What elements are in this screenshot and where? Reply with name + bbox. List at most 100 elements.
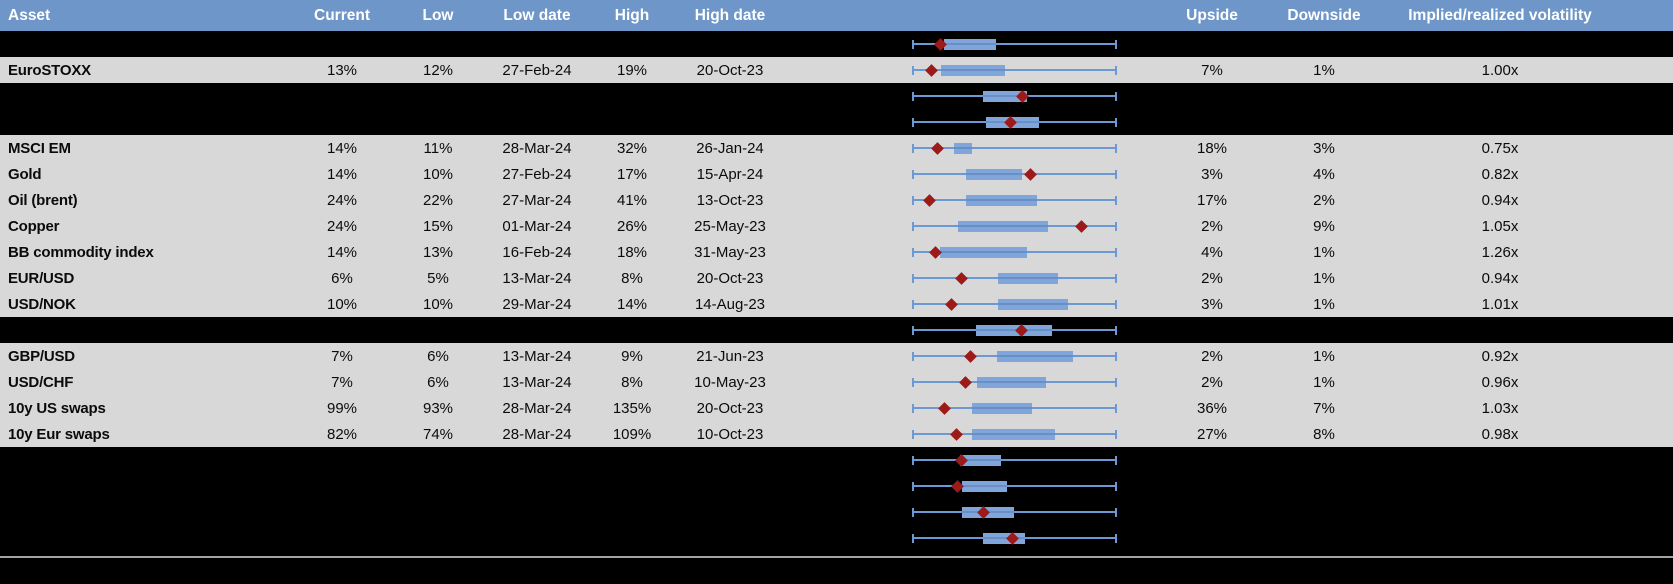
asset-cell[interactable]: GBP/USD <box>8 347 75 365</box>
downside-cell[interactable]: 1% <box>1313 373 1335 391</box>
table-row[interactable]: EuroSTOXX 13% 12% 27-Feb-24 19% 20-Oct-23 7% 1%… <box>0 57 1673 83</box>
current-cell[interactable]: 82% <box>326 425 358 443</box>
upside-cell[interactable]: 27% <box>1196 425 1228 443</box>
asset-cell[interactable]: BB commodity index <box>8 243 154 261</box>
current-cell[interactable]: 7% <box>331 347 353 365</box>
upside-cell[interactable]: 36% <box>1196 399 1228 417</box>
upside-cell[interactable]: 7% <box>1201 61 1223 79</box>
hidden-row[interactable] <box>0 447 1673 473</box>
high-date-cell[interactable]: 31-May-23 <box>694 243 766 261</box>
table-row[interactable]: Oil (brent) 24% 22% 27-Mar-24 41% 13-Oct-23 17… <box>0 187 1673 213</box>
header-current[interactable]: Current <box>314 6 370 24</box>
hidden-row[interactable] <box>0 473 1673 499</box>
high-cell[interactable]: 109% <box>612 425 652 443</box>
current-cell[interactable]: 6% <box>331 269 353 287</box>
low-cell[interactable]: 93% <box>422 399 454 417</box>
upside-cell[interactable]: 2% <box>1201 347 1223 365</box>
high-date-cell[interactable]: 20-Oct-23 <box>696 61 764 79</box>
header-low-date[interactable]: Low date <box>503 6 571 24</box>
asset-cell[interactable]: MSCI EM <box>8 139 71 157</box>
downside-cell[interactable]: 1% <box>1313 61 1335 79</box>
table-row[interactable]: 10y Eur swaps 82% 74% 28-Mar-24 109% 10-Oct-2… <box>0 421 1673 447</box>
low-date-cell[interactable]: 13-Mar-24 <box>502 269 572 287</box>
high-cell[interactable]: 14% <box>616 295 648 313</box>
high-cell[interactable]: 26% <box>616 217 648 235</box>
high-date-cell[interactable]: 21-Jun-23 <box>696 347 764 365</box>
low-date-cell[interactable]: 28-Mar-24 <box>502 139 572 157</box>
high-date-cell[interactable]: 26-Jan-24 <box>696 139 764 157</box>
table-row[interactable]: GBP/USD 7% 6% 13-Mar-24 9% 21-Jun-23 2% 1% 0.92x <box>0 343 1673 369</box>
low-date-cell[interactable]: 28-Mar-24 <box>502 399 572 417</box>
table-row[interactable]: USD/CHF 7% 6% 13-Mar-24 8% 10-May-23 2% 1% 0.96x <box>0 369 1673 395</box>
header-high[interactable]: High <box>614 6 650 24</box>
current-cell[interactable]: 24% <box>326 191 358 209</box>
implied-realized-vol-cell[interactable]: 0.94x <box>1481 269 1519 287</box>
high-date-cell[interactable]: 13-Oct-23 <box>696 191 764 209</box>
high-date-cell[interactable]: 15-Apr-24 <box>696 165 764 183</box>
high-cell[interactable]: 41% <box>616 191 648 209</box>
current-cell[interactable]: 99% <box>326 399 358 417</box>
high-date-cell[interactable]: 20-Oct-23 <box>696 269 764 287</box>
table-row[interactable]: Gold 14% 10% 27-Feb-24 17% 15-Apr-24 3% 4% 0.82x <box>0 161 1673 187</box>
low-cell[interactable]: 22% <box>422 191 454 209</box>
header-upside[interactable]: Upside <box>1186 6 1238 24</box>
table-row[interactable]: Copper 24% 15% 01-Mar-24 26% 25-May-23 2% 9% 1.0… <box>0 213 1673 239</box>
current-cell[interactable]: 14% <box>326 165 358 183</box>
current-cell[interactable]: 14% <box>326 139 358 157</box>
low-date-cell[interactable]: 29-Mar-24 <box>502 295 572 313</box>
high-cell[interactable]: 17% <box>616 165 648 183</box>
upside-cell[interactable]: 17% <box>1196 191 1228 209</box>
implied-realized-vol-cell[interactable]: 1.03x <box>1481 399 1519 417</box>
asset-cell[interactable]: 10y US swaps <box>8 399 106 417</box>
hidden-row[interactable] <box>0 83 1673 109</box>
upside-cell[interactable]: 2% <box>1201 373 1223 391</box>
downside-cell[interactable]: 2% <box>1313 191 1335 209</box>
table-row[interactable]: MSCI EM 14% 11% 28-Mar-24 32% 26-Jan-24 18% 3% 0… <box>0 135 1673 161</box>
downside-cell[interactable]: 1% <box>1313 295 1335 313</box>
current-cell[interactable]: 13% <box>326 61 358 79</box>
implied-realized-vol-cell[interactable]: 0.82x <box>1481 165 1519 183</box>
current-cell[interactable]: 10% <box>326 295 358 313</box>
high-cell[interactable]: 8% <box>621 373 643 391</box>
low-date-cell[interactable]: 13-Mar-24 <box>502 347 572 365</box>
low-cell[interactable]: 6% <box>427 347 449 365</box>
hidden-row[interactable] <box>0 317 1673 343</box>
upside-cell[interactable]: 18% <box>1196 139 1228 157</box>
implied-realized-vol-cell[interactable]: 1.26x <box>1481 243 1519 261</box>
implied-realized-vol-cell[interactable]: 0.96x <box>1481 373 1519 391</box>
hidden-row[interactable] <box>0 525 1673 551</box>
downside-cell[interactable]: 9% <box>1313 217 1335 235</box>
high-date-cell[interactable]: 10-Oct-23 <box>696 425 764 443</box>
header-high-date[interactable]: High date <box>694 6 766 24</box>
table-row[interactable]: EUR/USD 6% 5% 13-Mar-24 8% 20-Oct-23 2% 1% 0.94x <box>0 265 1673 291</box>
low-cell[interactable]: 74% <box>422 425 454 443</box>
hidden-row[interactable] <box>0 31 1673 57</box>
downside-cell[interactable]: 1% <box>1313 347 1335 365</box>
table-row[interactable]: USD/NOK 10% 10% 29-Mar-24 14% 14-Aug-23 3% 1% 1.… <box>0 291 1673 317</box>
implied-realized-vol-cell[interactable]: 0.94x <box>1481 191 1519 209</box>
table-row[interactable]: 10y US swaps 99% 93% 28-Mar-24 135% 20-Oct-23… <box>0 395 1673 421</box>
downside-cell[interactable]: 4% <box>1313 165 1335 183</box>
implied-realized-vol-cell[interactable]: 1.05x <box>1481 217 1519 235</box>
downside-cell[interactable]: 1% <box>1313 243 1335 261</box>
low-cell[interactable]: 12% <box>422 61 454 79</box>
asset-cell[interactable]: Oil (brent) <box>8 191 78 209</box>
high-cell[interactable]: 9% <box>621 347 643 365</box>
upside-cell[interactable]: 3% <box>1201 165 1223 183</box>
header-implied-realized-volatility[interactable]: Implied/realized volatility <box>1408 6 1592 24</box>
high-cell[interactable]: 32% <box>616 139 648 157</box>
upside-cell[interactable]: 2% <box>1201 217 1223 235</box>
asset-cell[interactable]: EUR/USD <box>8 269 75 287</box>
current-cell[interactable]: 24% <box>326 217 358 235</box>
low-cell[interactable]: 13% <box>422 243 454 261</box>
asset-cell[interactable]: USD/CHF <box>8 373 74 391</box>
implied-realized-vol-cell[interactable]: 1.00x <box>1481 61 1519 79</box>
high-date-cell[interactable]: 20-Oct-23 <box>696 399 764 417</box>
low-cell[interactable]: 15% <box>422 217 454 235</box>
implied-realized-vol-cell[interactable]: 0.92x <box>1481 347 1519 365</box>
header-low[interactable]: Low <box>422 6 454 24</box>
high-date-cell[interactable]: 25-May-23 <box>694 217 766 235</box>
high-date-cell[interactable]: 10-May-23 <box>694 373 766 391</box>
low-date-cell[interactable]: 28-Mar-24 <box>502 425 572 443</box>
asset-cell[interactable]: 10y Eur swaps <box>8 425 110 443</box>
